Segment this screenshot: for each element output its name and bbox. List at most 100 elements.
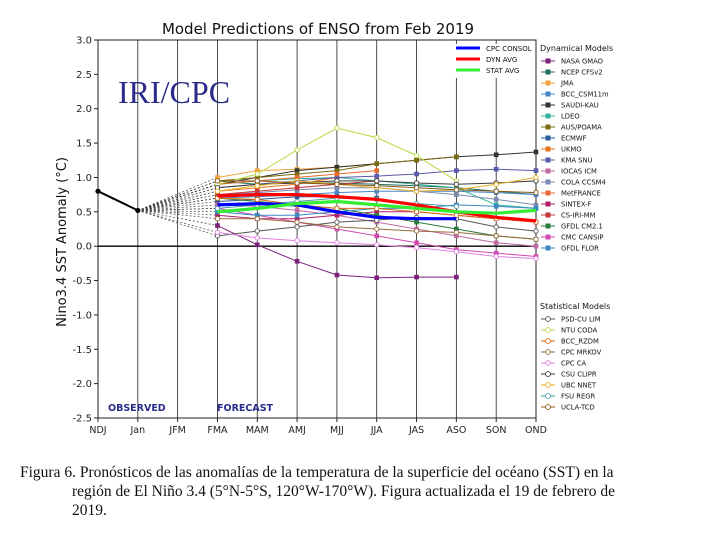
legend-label: UBC NNET: [561, 382, 597, 390]
average-stat-avg: [217, 199, 537, 215]
data-point: [533, 228, 539, 234]
legend-label: PSD-CU LIM: [561, 316, 601, 324]
data-point: [294, 259, 300, 264]
legend-label: COLA CCSM4: [561, 179, 606, 187]
legend-marker: [545, 135, 551, 141]
data-point: [214, 205, 221, 212]
caption-line-1: Figura 6. Pronósticos de las anomalías d…: [20, 464, 614, 481]
chart-title: Model Predictions of ENSO from Feb 2019: [162, 20, 474, 38]
data-point: [294, 168, 300, 173]
y-tick-label: -1.5: [72, 345, 92, 356]
forecast-connector: [137, 190, 218, 211]
legend-label: FSU REGR: [561, 393, 596, 401]
data-point: [254, 235, 260, 241]
data-point: [454, 168, 459, 173]
data-point: [533, 189, 539, 196]
data-point: [254, 175, 260, 180]
legend-marker: [545, 316, 551, 322]
legend-label: CMC CANSIP: [561, 234, 603, 242]
data-point: [334, 171, 340, 177]
enso-chart: Model Predictions of ENSO from Feb 2019 …: [55, 20, 613, 436]
data-point: [533, 174, 539, 181]
forecast-connector: [137, 194, 218, 211]
data-point: [413, 152, 420, 159]
data-point: [334, 168, 340, 173]
forecast-connector: [137, 204, 218, 211]
forecast-label: FORECAST: [217, 403, 274, 414]
data-point: [254, 228, 260, 234]
data-point: [374, 242, 380, 248]
data-point: [215, 175, 220, 180]
legend-marker: [545, 124, 551, 130]
legend-marker: [545, 360, 551, 366]
data-point: [374, 178, 380, 184]
data-point: [413, 244, 420, 251]
legend-marker: [545, 327, 551, 333]
legend-marker: [545, 190, 551, 196]
legend-label: ECMWF: [561, 135, 587, 143]
data-point: [294, 180, 300, 186]
forecast-connector: [137, 210, 218, 233]
data-point: [533, 202, 539, 208]
data-point: [533, 255, 539, 262]
data-point: [334, 181, 340, 187]
data-point: [414, 219, 419, 225]
data-point: [453, 181, 460, 187]
legend-label: SINTEX-F: [561, 201, 592, 209]
data-point: [214, 188, 221, 194]
data-point: [294, 147, 300, 153]
observed-point: [135, 207, 141, 214]
legend-marker: [545, 212, 551, 218]
x-tick-label: JJA: [370, 425, 383, 436]
legend-marker: [545, 349, 551, 355]
data-point: [493, 224, 499, 230]
data-point: [334, 175, 340, 180]
legend-marker: [545, 382, 551, 388]
data-point: [215, 212, 220, 218]
legend-header-dynamical: Dynamical Models: [540, 44, 613, 53]
legend-label: LDEO: [561, 113, 580, 121]
data-point: [215, 202, 220, 208]
x-tick-label: OND: [525, 425, 547, 436]
legend-label: IOCAS ICM: [561, 168, 597, 176]
legend-label: UCLA-TCD: [561, 404, 595, 412]
legend-label: AUS/POAMA: [561, 124, 602, 132]
data-point: [493, 204, 499, 209]
data-point: [214, 216, 221, 222]
forecast-connector: [137, 210, 218, 226]
data-point: [215, 199, 220, 204]
data-point: [374, 161, 380, 167]
data-point: [414, 274, 419, 280]
legend-header-statistical: Statistical Models: [540, 302, 610, 311]
data-point: [493, 250, 499, 256]
data-point: [493, 152, 499, 158]
data-point: [215, 223, 220, 228]
legend-marker: [545, 102, 551, 108]
legend-marker: [545, 404, 551, 410]
forecast-connector: [137, 210, 218, 216]
data-point: [374, 183, 380, 189]
x-tick-label: AMJ: [288, 425, 306, 436]
legend-marker: [545, 80, 551, 86]
y-tick-label: -2.5: [72, 414, 92, 425]
data-point: [453, 203, 460, 209]
legend-label: CPC CONSOL: [486, 45, 532, 53]
legend-marker: [545, 58, 551, 64]
data-point: [493, 166, 499, 172]
data-point: [294, 194, 300, 199]
x-tick-label: NDJ: [89, 425, 106, 436]
data-point: [334, 164, 340, 170]
observed-label: OBSERVED: [108, 403, 166, 414]
plot-frame: [97, 39, 537, 419]
data-point: [413, 185, 420, 191]
data-point: [533, 168, 539, 173]
legend-label: STAT AVG: [486, 67, 519, 75]
forecast-connector: [137, 201, 218, 211]
data-point: [294, 185, 300, 191]
data-point: [493, 253, 499, 260]
caption-line-2: región de El Niño 3.4 (5°N-5°S, 120°W-17…: [72, 483, 616, 500]
data-point: [533, 206, 539, 211]
series-cpc-ca: [214, 229, 539, 262]
y-tick-label: 2.0: [76, 104, 92, 115]
data-point: [453, 187, 460, 193]
